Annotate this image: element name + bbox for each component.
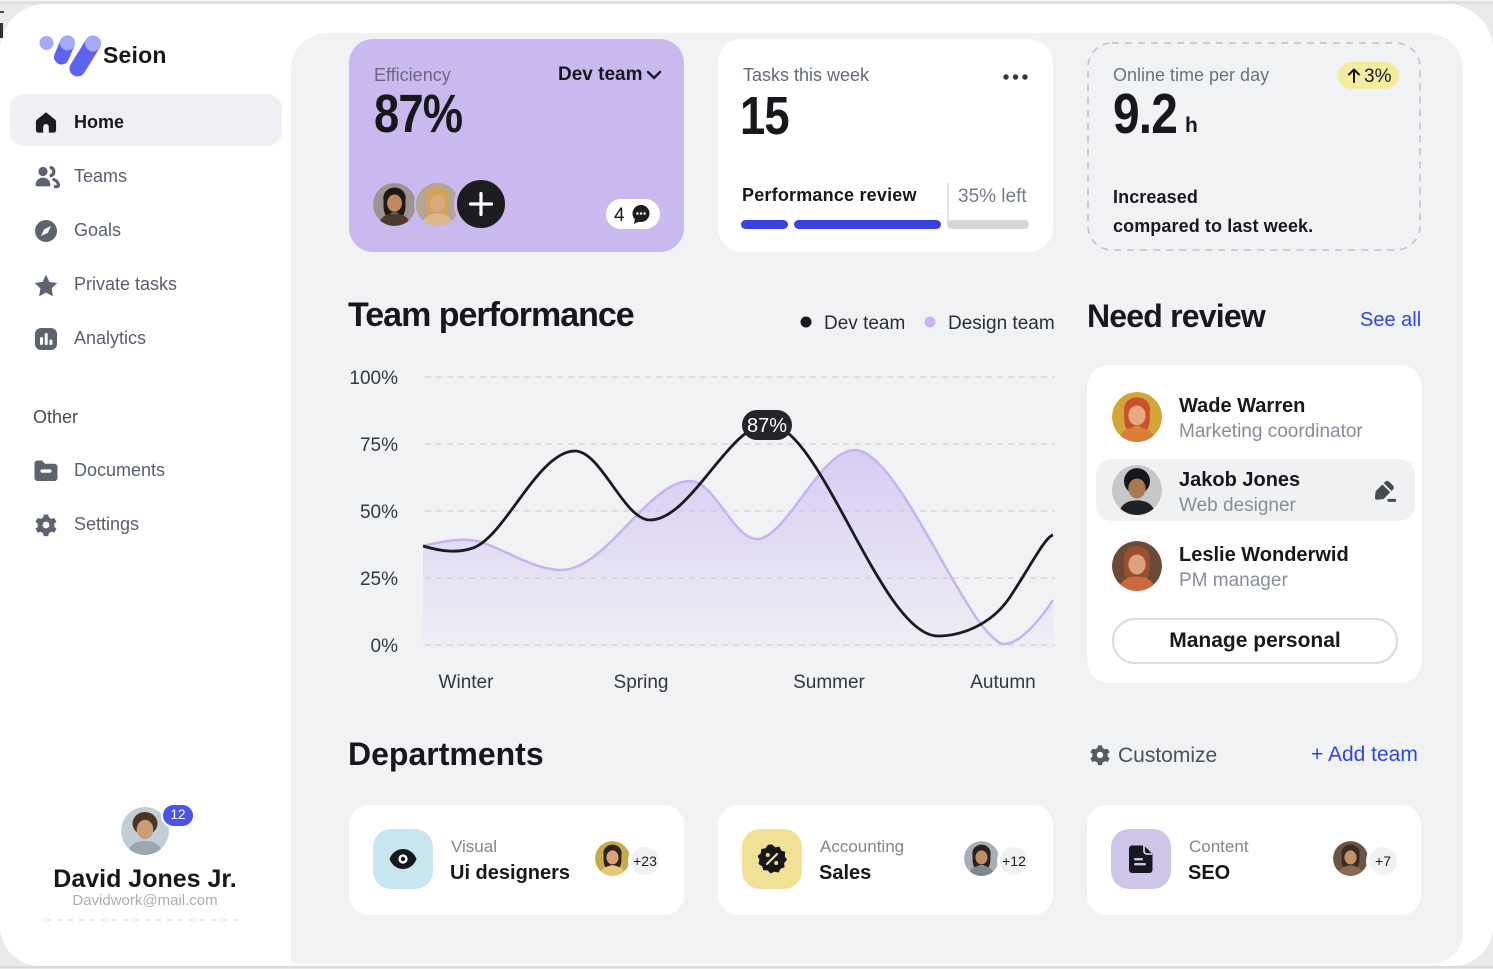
svg-text:Dev team: Dev team xyxy=(824,313,905,334)
svg-text:Design team: Design team xyxy=(948,313,1055,334)
svg-text:100%: 100% xyxy=(349,368,398,389)
svg-text:87%: 87% xyxy=(747,415,787,437)
svg-text:Autumn: Autumn xyxy=(970,672,1035,693)
svg-text:Summer: Summer xyxy=(793,672,865,693)
svg-text:Spring: Spring xyxy=(614,672,669,693)
svg-text:0%: 0% xyxy=(371,636,399,657)
svg-text:25%: 25% xyxy=(360,569,398,590)
svg-text:50%: 50% xyxy=(360,502,398,523)
svg-text:Winter: Winter xyxy=(439,672,495,693)
svg-text:75%: 75% xyxy=(360,435,398,456)
